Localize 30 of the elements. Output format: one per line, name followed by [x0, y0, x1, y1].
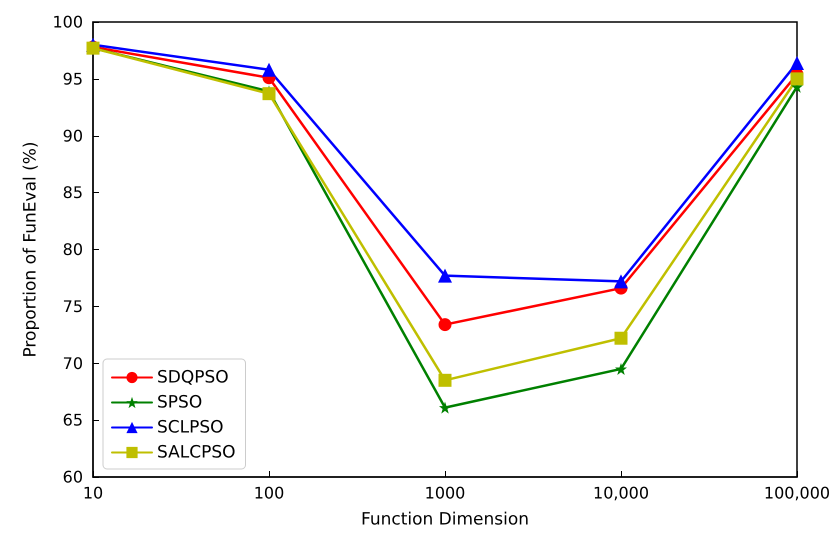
- y-axis-title: Proportion of FunEval (%): [20, 141, 40, 358]
- legend-label: SCLPSO: [157, 418, 224, 438]
- x-axis-title: Function Dimension: [360, 510, 530, 530]
- point: [790, 56, 804, 70]
- x-tick-label: 100,000: [764, 484, 830, 502]
- point: [262, 62, 276, 77]
- point: [438, 318, 452, 332]
- x-tick-label: 10: [82, 484, 104, 502]
- y-tick-label: 70: [62, 354, 83, 373]
- y-tick-label: 85: [62, 183, 83, 202]
- legend-label: SALCPSO: [157, 442, 236, 462]
- point: [438, 374, 452, 387]
- point: [615, 362, 627, 375]
- point: [790, 72, 804, 86]
- y-tick-label: 90: [62, 126, 83, 146]
- x-tick-label: 1000: [424, 484, 466, 502]
- legend-label: SPSO: [157, 392, 202, 412]
- x-tick-label: 100: [254, 484, 284, 502]
- y-tick-label: 80: [62, 240, 83, 259]
- point: [614, 274, 628, 288]
- y-tick-label: 100: [52, 12, 83, 32]
- legend-label: SDQPSO: [157, 368, 229, 388]
- y-tick-label: 65: [62, 410, 83, 430]
- y-tick-label: 95: [62, 69, 83, 88]
- point: [262, 87, 276, 100]
- point: [614, 332, 628, 345]
- point: [438, 268, 452, 283]
- x-tick-label: 10,000: [593, 484, 649, 502]
- y-tick-label: 60: [62, 468, 83, 486]
- y-tick-label: 75: [62, 296, 83, 316]
